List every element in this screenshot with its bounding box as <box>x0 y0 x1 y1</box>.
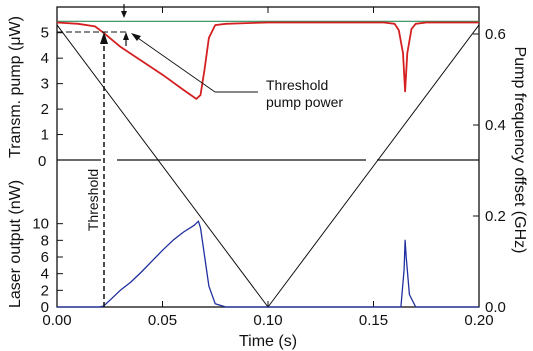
threshold-pump-power-line2: pump power <box>266 94 343 110</box>
upper-y-axis-label: Transm. pump (μW) <box>7 16 24 158</box>
lower-y-tick-label: 8 <box>41 232 49 249</box>
right-y-tick-label: 0.4 <box>485 117 506 134</box>
plot-frame <box>56 6 480 308</box>
panel-separator-zero-label: 0 <box>38 153 46 170</box>
lower-y-tick-label: 4 <box>41 266 49 283</box>
x-tick-label: 0.05 <box>148 312 177 329</box>
right-y-axis-label: Pump frequency offset (GHz) <box>511 47 528 254</box>
lower-y-tick-label: 0 <box>41 299 49 316</box>
upper-y-tick-label: 4 <box>41 50 49 67</box>
pump-frequency-offset-line <box>56 24 480 308</box>
lower-y-tick-label: 2 <box>41 282 49 299</box>
top-arrow-head <box>121 11 127 18</box>
threshold-label: Threshold <box>85 169 101 231</box>
right-y-tick-label: 0.2 <box>485 208 506 225</box>
upper-y-tick-label: 5 <box>41 25 49 42</box>
upper-y-tick-label: 1 <box>41 127 49 144</box>
right-y-tick-label: 0.0 <box>485 299 506 316</box>
lower-y-tick-label: 6 <box>41 249 49 266</box>
laser-output-line <box>57 220 479 308</box>
transmitted-pump-line <box>56 21 479 100</box>
x-tick-label: 0.15 <box>359 312 388 329</box>
threshold-arrow-head <box>100 32 108 44</box>
x-axis-label: Time (s) <box>239 333 297 350</box>
threshold-pump-power-leader <box>134 35 216 93</box>
x-tick-label: 0.20 <box>464 312 493 329</box>
right-y-tick-label: 0.6 <box>485 26 506 43</box>
pump-power-arrow-head <box>123 32 129 40</box>
lower-y-tick-label: 10 <box>32 216 49 233</box>
upper-y-tick-label: 3 <box>41 76 49 93</box>
threshold-pump-power-line1: Threshold <box>266 77 328 93</box>
x-tick-label: 0.00 <box>42 312 71 329</box>
x-tick-label: 0.10 <box>253 312 282 329</box>
upper-y-tick-label: 2 <box>41 101 49 118</box>
threshold-pump-power-leader-head <box>131 33 141 41</box>
lower-y-axis-label: Laser output (nW) <box>7 180 24 308</box>
